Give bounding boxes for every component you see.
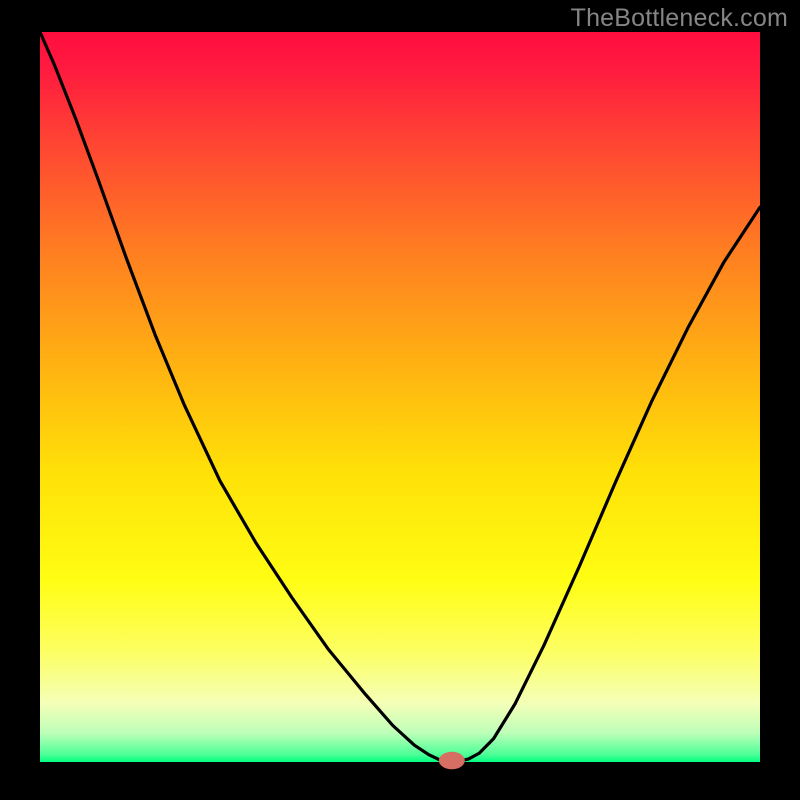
gradient-background [40, 32, 760, 762]
bottleneck-chart [0, 0, 800, 800]
watermark-text: TheBottleneck.com [571, 4, 788, 33]
optimum-marker [439, 752, 465, 770]
chart-frame: TheBottleneck.com [0, 0, 800, 800]
